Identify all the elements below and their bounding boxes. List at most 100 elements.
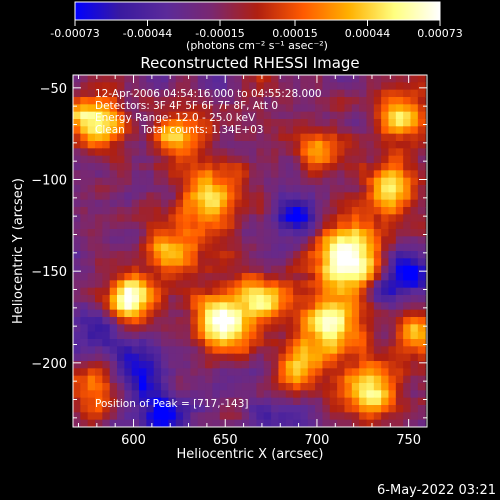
heatmap-cell bbox=[271, 214, 280, 223]
heatmap-cell bbox=[109, 361, 118, 369]
heatmap-cell bbox=[73, 126, 81, 135]
heatmap-cell bbox=[153, 243, 162, 252]
heatmap-cell bbox=[381, 214, 390, 223]
heatmap-cell bbox=[227, 199, 236, 208]
heatmap-cell bbox=[329, 324, 338, 333]
heatmap-cell bbox=[373, 295, 382, 303]
heatmap-cell bbox=[271, 309, 280, 318]
heatmap-cell bbox=[197, 111, 206, 120]
heatmap-cell bbox=[161, 89, 169, 98]
heatmap-cell bbox=[285, 397, 294, 406]
heatmap-cell bbox=[212, 75, 221, 83]
heatmap-cell bbox=[263, 302, 272, 311]
heatmap-cell bbox=[300, 236, 309, 245]
heatmap-cell bbox=[256, 280, 265, 289]
heatmap-cell bbox=[366, 273, 375, 281]
heatmap-cell bbox=[124, 89, 133, 98]
heatmap-cell bbox=[337, 229, 346, 237]
heatmap-cell bbox=[300, 75, 309, 83]
heatmap-cell bbox=[102, 251, 111, 259]
heatmap-cell bbox=[395, 207, 404, 215]
heatmap-cell bbox=[234, 375, 243, 384]
heatmap-cell bbox=[73, 251, 81, 259]
heatmap-cell bbox=[322, 185, 331, 193]
heatmap-cell bbox=[344, 390, 353, 399]
heatmap-cell bbox=[359, 104, 368, 113]
heatmap-cell bbox=[131, 309, 140, 318]
heatmap-cell bbox=[285, 133, 294, 142]
heatmap-cell bbox=[205, 375, 213, 384]
heatmap-cell bbox=[168, 75, 177, 83]
heatmap-cell bbox=[344, 251, 353, 259]
heatmap-cell bbox=[212, 192, 221, 201]
heatmap-cell bbox=[344, 82, 353, 91]
heatmap-cell bbox=[417, 265, 426, 274]
heatmap-cell bbox=[359, 89, 368, 98]
heatmap-cell bbox=[183, 251, 191, 259]
annotation-peak-position: Position of Peak = [717,-143] bbox=[95, 398, 249, 410]
heatmap-cell bbox=[234, 199, 243, 208]
heatmap-cell bbox=[139, 368, 147, 377]
heatmap-cell bbox=[337, 390, 346, 399]
heatmap-cell bbox=[117, 280, 125, 289]
heatmap-cell bbox=[351, 97, 360, 105]
heatmap-cell bbox=[139, 419, 147, 427]
heatmap-cell bbox=[373, 324, 382, 333]
heatmap-cell bbox=[73, 199, 81, 208]
heatmap-cell bbox=[73, 236, 81, 245]
heatmap-cell bbox=[117, 368, 125, 377]
heatmap-cell bbox=[373, 214, 382, 223]
heatmap-cell bbox=[219, 163, 228, 171]
heatmap-cell bbox=[124, 214, 133, 223]
heatmap-cell bbox=[256, 346, 265, 355]
heatmap-cell bbox=[417, 397, 426, 406]
heatmap-cell bbox=[271, 419, 280, 427]
heatmap-cell bbox=[102, 163, 111, 171]
heatmap-cell bbox=[395, 287, 404, 296]
heatmap-cell bbox=[403, 309, 412, 318]
heatmap-cell bbox=[197, 280, 206, 289]
heatmap-cell bbox=[307, 185, 316, 193]
heatmap-cell bbox=[344, 207, 353, 215]
heatmap-cell bbox=[124, 383, 133, 391]
heatmap-cell bbox=[109, 148, 118, 157]
heatmap-cell bbox=[381, 273, 390, 281]
heatmap-cell bbox=[256, 295, 265, 303]
heatmap-cell bbox=[351, 317, 360, 325]
heatmap-cell bbox=[117, 361, 125, 369]
heatmap-cell bbox=[146, 75, 155, 83]
heatmap-cell bbox=[161, 361, 169, 369]
heatmap-cell bbox=[271, 265, 280, 274]
heatmap-cell bbox=[139, 287, 147, 296]
heatmap-cell bbox=[373, 397, 382, 406]
heatmap-cell bbox=[131, 419, 140, 427]
heatmap-cell bbox=[131, 104, 140, 113]
heatmap-cell bbox=[95, 412, 103, 421]
heatmap-cell bbox=[381, 331, 390, 340]
heatmap-cell bbox=[329, 163, 338, 171]
heatmap-cell bbox=[161, 133, 169, 142]
heatmap-cell bbox=[219, 273, 228, 281]
heatmap-cell bbox=[212, 383, 221, 391]
heatmap-cell bbox=[117, 119, 125, 127]
heatmap-cell bbox=[168, 397, 177, 406]
heatmap-cell bbox=[337, 126, 346, 135]
heatmap-cell bbox=[373, 141, 382, 149]
heatmap-cell bbox=[293, 89, 302, 98]
heatmap-cell bbox=[278, 258, 287, 267]
heatmap-cell bbox=[278, 383, 287, 391]
heatmap-cell bbox=[212, 353, 221, 362]
heatmap-cell bbox=[271, 163, 280, 171]
heatmap-cell bbox=[190, 82, 199, 91]
heatmap-cell bbox=[80, 214, 89, 223]
heatmap-cell bbox=[293, 397, 302, 406]
heatmap-cell bbox=[293, 295, 302, 303]
heatmap-cell bbox=[124, 419, 133, 427]
heatmap-cell bbox=[124, 317, 133, 325]
heatmap-cell bbox=[241, 346, 250, 355]
heatmap-cell bbox=[117, 397, 125, 406]
heatmap-cell bbox=[388, 390, 397, 399]
heatmap-cell bbox=[307, 141, 316, 149]
heatmap-cell bbox=[234, 185, 243, 193]
heatmap-cell bbox=[175, 155, 184, 164]
